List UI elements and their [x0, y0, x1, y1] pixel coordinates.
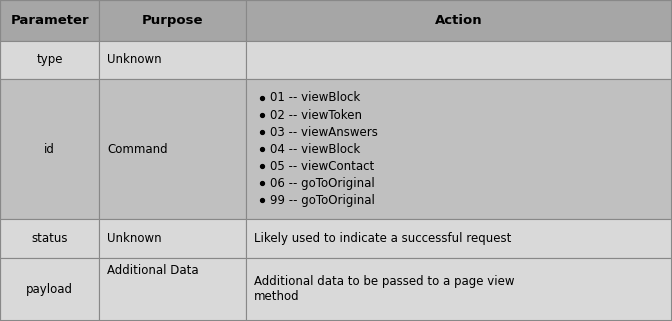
Text: Likely used to indicate a successful request: Likely used to indicate a successful req… [254, 232, 511, 245]
Bar [0, 219, 99, 258]
Text: status: status [32, 232, 68, 245]
Bar [99, 258, 246, 321]
Bar [0, 79, 99, 219]
Bar [99, 0, 246, 41]
Text: Unknown: Unknown [108, 53, 162, 66]
Text: Action: Action [435, 14, 482, 27]
Bar [99, 41, 246, 79]
Text: Additional data to be passed to a page view
method: Additional data to be passed to a page v… [254, 275, 515, 303]
Text: Unknown: Unknown [108, 232, 162, 245]
Bar [246, 41, 672, 79]
Bar [99, 79, 246, 219]
Bar [246, 0, 672, 41]
Text: id: id [44, 143, 55, 156]
Bar [0, 258, 99, 321]
Text: 01 -- viewBlock: 01 -- viewBlock [270, 91, 360, 104]
Text: Command: Command [108, 143, 168, 156]
Bar [246, 219, 672, 258]
Text: Additional Data: Additional Data [108, 264, 199, 277]
Text: 99 -- goToOriginal: 99 -- goToOriginal [270, 194, 375, 207]
Bar [0, 0, 99, 41]
Text: 05 -- viewContact: 05 -- viewContact [270, 160, 374, 173]
Text: 02 -- viewToken: 02 -- viewToken [270, 108, 362, 122]
Bar [246, 79, 672, 219]
Text: Parameter: Parameter [10, 14, 89, 27]
Text: 06 -- goToOriginal: 06 -- goToOriginal [270, 177, 375, 190]
Bar [0, 41, 99, 79]
Text: 04 -- viewBlock: 04 -- viewBlock [270, 143, 360, 156]
Text: 03 -- viewAnswers: 03 -- viewAnswers [270, 126, 378, 139]
Bar [99, 219, 246, 258]
Text: payload: payload [26, 283, 73, 296]
Text: type: type [36, 53, 63, 66]
Bar [246, 258, 672, 321]
Text: Purpose: Purpose [142, 14, 204, 27]
